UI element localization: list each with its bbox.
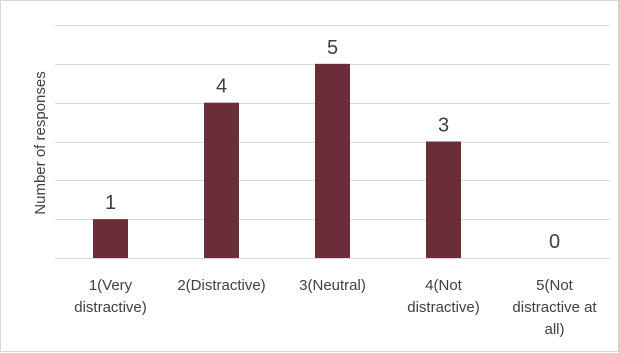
- x-tick-label-line: 2(Distractive): [177, 277, 265, 294]
- x-tick-label-3: 3(Neutral): [299, 277, 366, 294]
- data-label-1: 1: [105, 192, 116, 214]
- x-tick-label-line: 3(Neutral): [299, 277, 366, 294]
- x-tick-label-5: 5(Not distractive at all): [512, 277, 597, 338]
- bar-3: [315, 63, 350, 259]
- x-tick-label-line: 5(Not: [536, 277, 574, 294]
- data-labels: 1 4 5 3 0: [105, 37, 560, 253]
- data-label-3: 5: [327, 37, 338, 59]
- x-tick-label-line: 4(Not: [425, 277, 463, 294]
- x-tick-label-line: distractive): [74, 299, 147, 316]
- y-axis-title: Number of responses: [32, 71, 49, 214]
- bar-4: [426, 141, 461, 258]
- x-tick-label-line: all): [544, 321, 564, 338]
- x-tick-labels: 1(Very distractive) 2(Distractive) 3(Neutra…: [74, 277, 597, 338]
- data-label-2: 4: [216, 76, 227, 98]
- data-label-4: 3: [438, 115, 449, 137]
- data-label-5: 0: [549, 231, 560, 253]
- bar-1: [93, 219, 128, 258]
- x-tick-label-1: 1(Very distractive): [74, 277, 147, 316]
- x-tick-label-line: distractive): [407, 299, 480, 316]
- x-tick-label-line: distractive at: [512, 299, 597, 316]
- x-tick-label-line: 1(Very: [89, 277, 133, 294]
- bar-2: [204, 102, 239, 259]
- x-tick-label-4: 4(Not distractive): [407, 277, 480, 316]
- x-tick-label-2: 2(Distractive): [177, 277, 265, 294]
- bars: [93, 63, 461, 259]
